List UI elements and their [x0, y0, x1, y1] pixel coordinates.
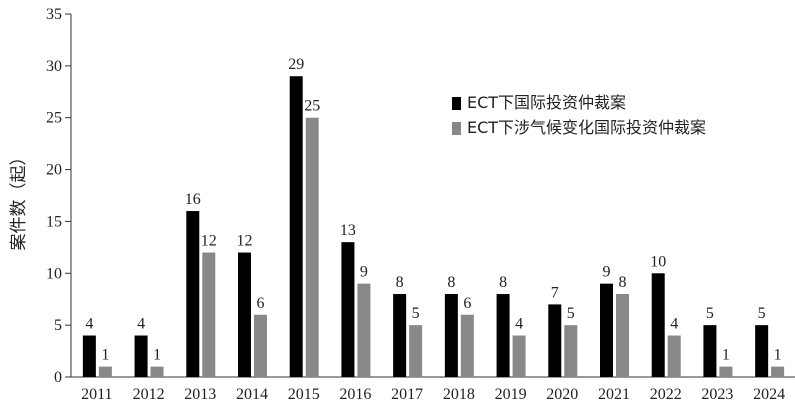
- bar-ect-climate: [512, 335, 526, 377]
- legend-swatch-ect: [452, 97, 461, 110]
- data-label-ect: 29: [288, 56, 304, 73]
- y-tick-label: 20: [46, 162, 62, 179]
- bar-ect-climate: [409, 325, 423, 377]
- bar-ect: [134, 335, 148, 377]
- data-label-ect-climate: 1: [774, 347, 782, 364]
- y-tick-label: 35: [46, 6, 62, 23]
- x-axis: 2011 2012 2013 2014 2015 2016 2017 2018 2019 2020…: [71, 376, 795, 403]
- data-label-ect-climate: 1: [101, 347, 109, 364]
- bar-ect: [393, 294, 407, 377]
- data-label-ect-climate: 25: [304, 98, 320, 115]
- data-label-ect: 4: [137, 316, 145, 333]
- x-tick-label: 2012: [133, 386, 165, 403]
- x-tick-label: 2020: [546, 386, 578, 403]
- data-label-ect: 7: [551, 284, 559, 301]
- bar-ect-climate: [564, 325, 578, 377]
- data-label-ect: 8: [396, 274, 404, 291]
- data-label-ect: 8: [447, 274, 455, 291]
- x-tick-label: 2024: [753, 386, 785, 403]
- y-tick-label: 25: [46, 110, 62, 127]
- data-label-ect-climate: 4: [515, 316, 523, 333]
- data-label-ect: 5: [758, 305, 766, 322]
- y-axis: 0 5 10 15 20 25 30 35: [46, 6, 72, 386]
- bar-ect-climate: [616, 294, 629, 377]
- legend-label-ect-climate: ECT下涉气候变化国际投资仲裁案: [467, 118, 706, 137]
- bar-ect: [82, 335, 96, 377]
- bar-ect: [496, 294, 510, 377]
- legend-swatch-ect-climate: [452, 122, 461, 135]
- bar-ect: [548, 304, 562, 377]
- bar-ect: [703, 325, 717, 377]
- bar-ect-climate: [305, 117, 319, 377]
- data-label-ect-climate: 5: [412, 305, 420, 322]
- bar-ect: [600, 283, 613, 377]
- data-label-ect-climate: 8: [619, 274, 627, 291]
- y-tick-label: 5: [54, 317, 62, 334]
- data-label-ect: 16: [185, 191, 201, 208]
- legend: ECT下国际投资仲裁案 ECT下涉气候变化国际投资仲裁案: [452, 93, 706, 137]
- data-label-ect-climate: 1: [153, 347, 161, 364]
- x-tick-label: 2022: [650, 386, 682, 403]
- bar-ect-climate: [667, 335, 681, 377]
- y-tick-label: 10: [46, 265, 62, 282]
- x-tick-label: 2014: [236, 386, 268, 403]
- bar-ect: [755, 325, 769, 377]
- data-label-ect: 4: [85, 316, 93, 333]
- bar-ect-climate: [771, 366, 785, 377]
- bar-ect: [341, 242, 355, 377]
- x-tick-label: 2011: [81, 386, 112, 403]
- x-tick-label: 2016: [339, 386, 371, 403]
- x-tick-label: 2013: [184, 386, 216, 403]
- bar-ect: [238, 252, 251, 377]
- bar-ect: [444, 294, 458, 377]
- bar-ect: [651, 273, 665, 377]
- data-label-ect: 10: [650, 253, 666, 270]
- data-label-ect: 8: [499, 274, 507, 291]
- x-tick-label: 2023: [701, 386, 733, 403]
- y-tick-label: 30: [46, 58, 62, 75]
- x-tick-label: 2021: [598, 386, 630, 403]
- legend-label-ect: ECT下国际投资仲裁案: [467, 93, 626, 112]
- bar-ect: [289, 76, 303, 377]
- data-label-ect-climate: 1: [722, 347, 730, 364]
- y-axis-title: 案件数（起）: [9, 149, 29, 251]
- bar-ect-climate: [98, 366, 112, 377]
- data-label-ect-climate: 6: [463, 295, 471, 312]
- bar-ect-climate: [357, 283, 371, 377]
- data-label-ect: 13: [340, 222, 356, 239]
- x-tick-label: 2019: [495, 386, 527, 403]
- y-tick-label: 0: [54, 369, 62, 386]
- x-tick-label: 2017: [391, 386, 423, 403]
- bar-ect: [186, 211, 200, 377]
- data-label-ect-climate: 12: [201, 233, 217, 250]
- data-label-ect: 12: [237, 233, 253, 250]
- bar-ect-climate: [254, 314, 267, 377]
- data-label-ect-climate: 6: [257, 295, 265, 312]
- bar-ect-climate: [150, 366, 164, 377]
- data-label-ect-climate: 5: [567, 305, 575, 322]
- data-label-ect-climate: 9: [360, 264, 368, 281]
- bars: [82, 76, 785, 377]
- bar-ect-climate: [719, 366, 733, 377]
- bar-ect-climate: [460, 314, 474, 377]
- data-label-ect: 5: [706, 305, 714, 322]
- y-tick-label: 15: [46, 213, 62, 230]
- x-tick-label: 2015: [288, 386, 320, 403]
- data-label-ect: 9: [603, 264, 611, 281]
- bar-ect-climate: [202, 252, 216, 377]
- x-tick-label: 2018: [443, 386, 475, 403]
- data-label-ect-climate: 4: [670, 316, 678, 333]
